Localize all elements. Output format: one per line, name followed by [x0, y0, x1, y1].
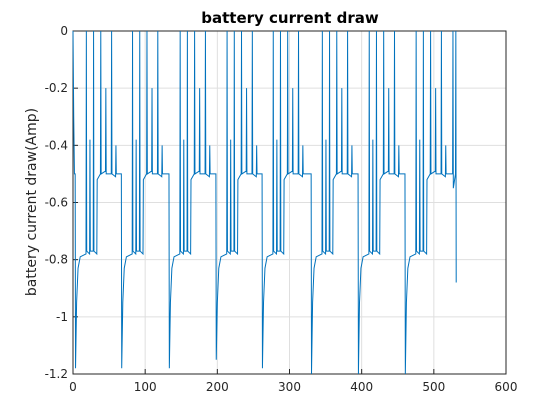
y-tick-label: -1 — [56, 310, 68, 324]
y-tick-label: 0 — [60, 24, 68, 38]
x-tick-label: 500 — [422, 380, 445, 394]
x-tick-label: 600 — [495, 380, 518, 394]
y-tick-label: -0.6 — [45, 196, 68, 210]
y-tick-label: -0.8 — [45, 253, 68, 267]
data-line — [72, 30, 457, 375]
y-tick-label: -0.4 — [45, 138, 68, 152]
chart-title: battery current draw — [201, 9, 379, 27]
y-axis-label: battery current draw(Amp) — [24, 108, 40, 296]
x-tick-label: 100 — [134, 380, 157, 394]
x-tick-label: 200 — [206, 380, 229, 394]
y-tick-label: -0.2 — [45, 81, 68, 95]
y-tick-label: -1.2 — [45, 367, 68, 381]
x-tick-label: 400 — [350, 380, 373, 394]
plot-frame — [72, 30, 507, 375]
x-tick-label: 0 — [69, 380, 77, 394]
x-tick-label: 300 — [278, 380, 301, 394]
